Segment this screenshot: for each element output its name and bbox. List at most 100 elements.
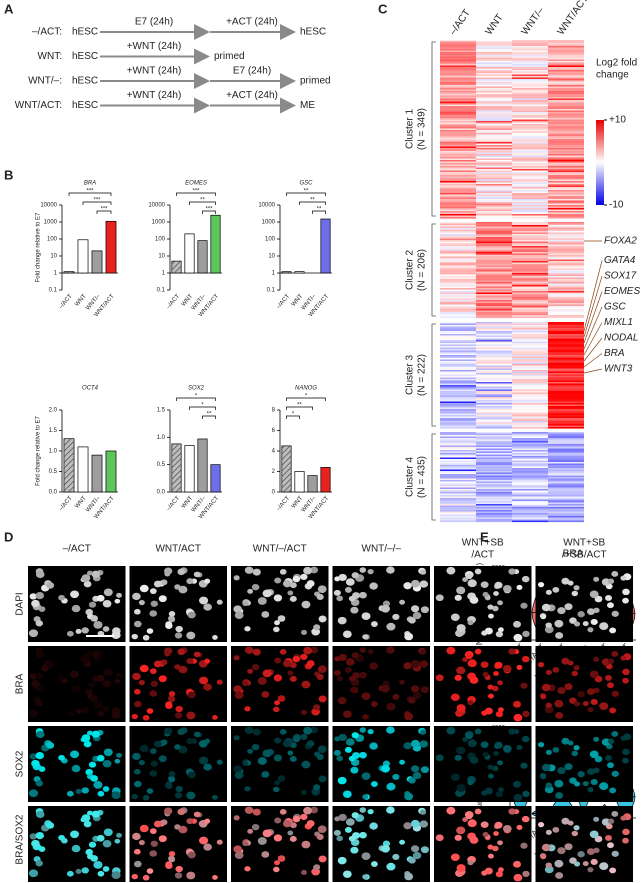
- heatmap-cell: [548, 265, 584, 268]
- nucleus: [469, 596, 479, 604]
- heatmap-cell: [476, 243, 512, 245]
- heatmap-cell: [548, 312, 584, 314]
- bar-hatch: [281, 445, 292, 492]
- row-label: BRA: [15, 673, 26, 694]
- heatmap-cell: [512, 143, 548, 146]
- heatmap-cell: [512, 508, 548, 511]
- heatmap-cell: [548, 222, 584, 224]
- nucleus: [520, 682, 528, 689]
- nucleus: [462, 577, 468, 583]
- bar-hatch: [63, 271, 75, 273]
- heatmap-cell: [548, 74, 584, 77]
- nucleus: [392, 613, 400, 620]
- nucleus: [408, 697, 416, 704]
- x-tick-label: –/ACT: [58, 293, 74, 310]
- heatmap-cell: [512, 368, 548, 371]
- nucleus: [301, 840, 311, 849]
- y-tick-label: 2.0: [49, 408, 58, 414]
- heatmap-cell: [440, 277, 476, 280]
- y-tick-label: 1: [54, 271, 58, 277]
- nucleus: [403, 662, 412, 670]
- nucleus: [97, 870, 105, 877]
- nucleus: [467, 579, 477, 588]
- heatmap-cell: [512, 160, 548, 162]
- heatmap-cell: [440, 197, 476, 200]
- nucleus: [75, 788, 82, 794]
- nucleus: [97, 710, 105, 717]
- heatmap-cell: [512, 334, 548, 336]
- heatmap-cell: [440, 82, 476, 84]
- nucleus: [599, 702, 609, 711]
- heatmap-cell: [440, 331, 476, 333]
- heatmap-cell: [476, 346, 512, 348]
- heatmap-cell: [512, 113, 548, 116]
- nucleus: [493, 751, 499, 756]
- nucleus: [233, 575, 240, 581]
- heatmap-cell: [440, 238, 476, 241]
- heatmap-cell: [548, 285, 584, 287]
- nucleus: [102, 866, 110, 872]
- heatmap-cell: [512, 463, 548, 466]
- nucleus: [160, 739, 168, 746]
- nucleus: [165, 781, 173, 787]
- heatmap-cell: [476, 179, 512, 182]
- heatmap-cell: [440, 205, 476, 207]
- nucleus: [175, 625, 183, 633]
- nucleus: [292, 735, 301, 743]
- heatmap-cell: [548, 403, 584, 405]
- nucleus: [93, 781, 103, 789]
- nucleus: [93, 701, 103, 709]
- significance: **: [317, 207, 322, 213]
- heatmap-cell: [512, 386, 548, 389]
- nucleus: [138, 839, 145, 846]
- heatmap-cell: [476, 368, 512, 371]
- significance-bracket: [176, 397, 216, 401]
- cluster-bracket: [431, 223, 436, 317]
- heatmap-cell: [548, 53, 584, 56]
- nucleus: [419, 649, 427, 655]
- nucleus: [516, 584, 523, 590]
- nucleus: [412, 851, 422, 860]
- heatmap-cell: [440, 374, 476, 377]
- heatmap-cell: [548, 362, 584, 365]
- nucleus: [102, 786, 110, 792]
- heatmap-cell: [476, 209, 512, 212]
- step-label: E7 (24h): [233, 66, 271, 77]
- heatmap-cell: [476, 419, 512, 422]
- heatmap-cell: [440, 49, 476, 51]
- bar: [307, 475, 318, 493]
- heatmap-cell: [440, 459, 476, 461]
- heatmap-cell: [440, 47, 476, 50]
- heatmap-cell: [548, 438, 584, 440]
- heatmap-cell: [440, 519, 476, 521]
- nucleus: [244, 706, 251, 712]
- nucleus: [139, 824, 149, 833]
- heatmap-cell: [548, 481, 584, 484]
- nucleus: [482, 751, 489, 758]
- heatmap-cell: [440, 229, 476, 232]
- heatmap-cell: [512, 347, 548, 350]
- heatmap-cell: [476, 146, 512, 149]
- nucleus: [31, 679, 40, 688]
- heatmap-cell: [476, 197, 512, 200]
- heatmap-cell: [512, 380, 548, 383]
- significance: *: [305, 394, 308, 400]
- heatmap-cell: [476, 300, 512, 302]
- heatmap-cell: [512, 86, 548, 89]
- heatmap-cell: [440, 125, 476, 128]
- heatmap-cell: [548, 353, 584, 356]
- heatmap-cell: [548, 346, 584, 348]
- heatmap-cell: [548, 400, 584, 402]
- nucleus: [46, 822, 55, 829]
- nucleus: [611, 731, 619, 737]
- heatmap-cell: [476, 264, 512, 266]
- nucleus: [561, 817, 570, 825]
- heatmap-cell: [512, 40, 548, 42]
- heatmap-cell: [512, 412, 548, 414]
- nucleus: [350, 846, 359, 854]
- colorbar-title: Log2 fold: [596, 58, 637, 69]
- heatmap-cell: [476, 211, 512, 213]
- nucleus: [462, 657, 468, 663]
- nucleus: [153, 660, 162, 668]
- nucleus: [552, 586, 560, 593]
